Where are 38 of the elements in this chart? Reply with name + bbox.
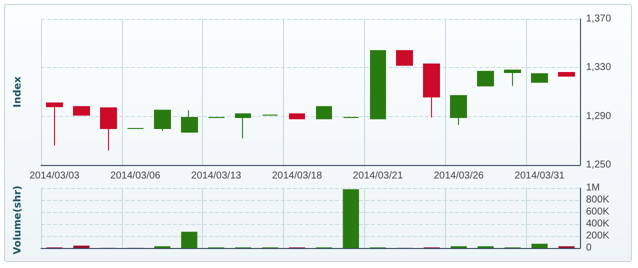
y-tick-label: 1,370 xyxy=(586,14,612,24)
candlestick xyxy=(316,106,332,120)
x-tick-label: 2014/03/06 xyxy=(110,170,161,182)
y-tick-label: 1M xyxy=(586,182,600,194)
candlestick xyxy=(370,50,386,120)
y-tick-label: 1,250 xyxy=(586,160,612,170)
candlestick xyxy=(73,106,90,116)
candlestick xyxy=(396,50,413,66)
y-tick-label: 400K xyxy=(586,218,610,230)
y-tick-label: 1,330 xyxy=(586,62,612,74)
x-tick-label: 2014/03/18 xyxy=(272,170,322,182)
y-axis-title: Volume(shr) xyxy=(12,186,24,254)
candlestick xyxy=(46,102,63,146)
y-tick-label: 600K xyxy=(586,206,610,218)
candlestick xyxy=(181,110,198,133)
y-tick-label: 1,290 xyxy=(586,110,612,122)
bar xyxy=(181,232,198,248)
x-tick-label: 2014/03/21 xyxy=(352,170,404,182)
x-tick-label: 2014/03/31 xyxy=(514,170,566,182)
candlestick xyxy=(100,107,117,151)
candlestick xyxy=(450,95,467,126)
bar xyxy=(342,189,360,248)
y-tick-label: 800K xyxy=(586,194,610,206)
candlestick xyxy=(154,110,171,132)
candlestick xyxy=(558,72,575,77)
candlestick xyxy=(504,70,521,86)
candlestick xyxy=(289,113,305,120)
y-axis-title: Index xyxy=(12,76,24,108)
candlestick xyxy=(235,113,251,139)
y-tick-label: 200K xyxy=(586,230,610,242)
x-tick-label: 2014/03/13 xyxy=(191,170,242,182)
x-tick-label: 2014/03/03 xyxy=(29,170,80,182)
bar xyxy=(531,244,548,248)
candlestick xyxy=(531,73,548,83)
candlestick xyxy=(477,70,494,86)
x-tick-label: 2014/03/26 xyxy=(434,170,484,182)
candlestick xyxy=(423,64,440,118)
y-tick-label: 0 xyxy=(586,242,592,254)
